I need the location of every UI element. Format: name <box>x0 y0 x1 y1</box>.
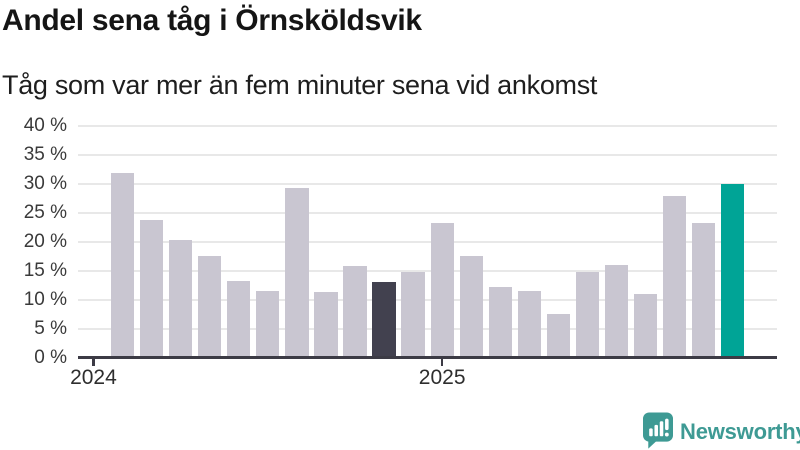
x-axis-label-2024: 2024 <box>70 366 117 389</box>
y-axis-label-20: 20 % <box>23 230 67 252</box>
y-axis-label-15: 15 % <box>23 259 67 281</box>
gridline-30-percent <box>78 182 777 185</box>
gridline-5-percent <box>78 327 777 330</box>
gridline-10-percent <box>78 298 777 301</box>
y-axis-label-5: 5 % <box>34 317 67 339</box>
bar-2024-10 <box>343 265 367 358</box>
y-axis-label-10: 10 % <box>23 288 67 310</box>
bar-2025-10 <box>692 223 716 358</box>
y-axis-label-0: 0 % <box>34 346 67 368</box>
bar-2024-06 <box>227 281 251 358</box>
bar-2025-07 <box>604 265 629 358</box>
bar-2025-08 <box>633 294 658 358</box>
gridline-25-percent <box>78 211 777 214</box>
gridline-15-percent <box>78 269 777 272</box>
bar-2025-04 <box>517 290 541 358</box>
newsworthy-logo-icon <box>643 412 673 449</box>
newsworthy-logo-text: Newsworthy <box>680 419 800 444</box>
bar-2024-03 <box>139 220 164 358</box>
y-axis-label-35: 35 % <box>23 143 67 165</box>
bar-2025-01 <box>430 223 454 358</box>
bar-2024-09 <box>314 292 338 358</box>
bar-2025-02 <box>459 255 483 358</box>
chart-title: Andel sena tåg i Örnsköldsvik <box>2 4 422 37</box>
chart-subtitle: Tåg som var mer än fem minuter sena vid … <box>2 70 598 100</box>
x-axis-tick-2024 <box>92 359 95 366</box>
y-axis-label-30: 30 % <box>23 172 67 194</box>
bar-2024-07 <box>256 290 280 358</box>
bar-2024-12 <box>401 271 425 358</box>
x-axis-label-2025: 2025 <box>418 366 466 389</box>
bar-2025-03 <box>488 287 512 358</box>
newsworthy-logo: Newsworthy <box>643 412 800 450</box>
bar-2025-09 <box>663 195 687 358</box>
bar-2024-08 <box>285 188 309 358</box>
bar-2024-05 <box>198 256 222 358</box>
bar-2025-05 <box>546 314 571 358</box>
bar-2025-11 <box>721 184 745 358</box>
bar-2024-04 <box>168 240 193 358</box>
x-axis-line <box>78 356 777 359</box>
gridline-40-percent <box>78 124 777 127</box>
bar-2024-11 <box>372 281 396 358</box>
bar-2024-02 <box>110 173 135 358</box>
gridline-35-percent <box>78 153 777 156</box>
y-axis-label-40: 40 % <box>23 114 67 136</box>
gridline-20-percent <box>78 240 777 243</box>
bar-2025-06 <box>575 271 600 358</box>
y-axis-label-25: 25 % <box>23 201 67 223</box>
x-axis-tick-2025 <box>440 359 444 366</box>
